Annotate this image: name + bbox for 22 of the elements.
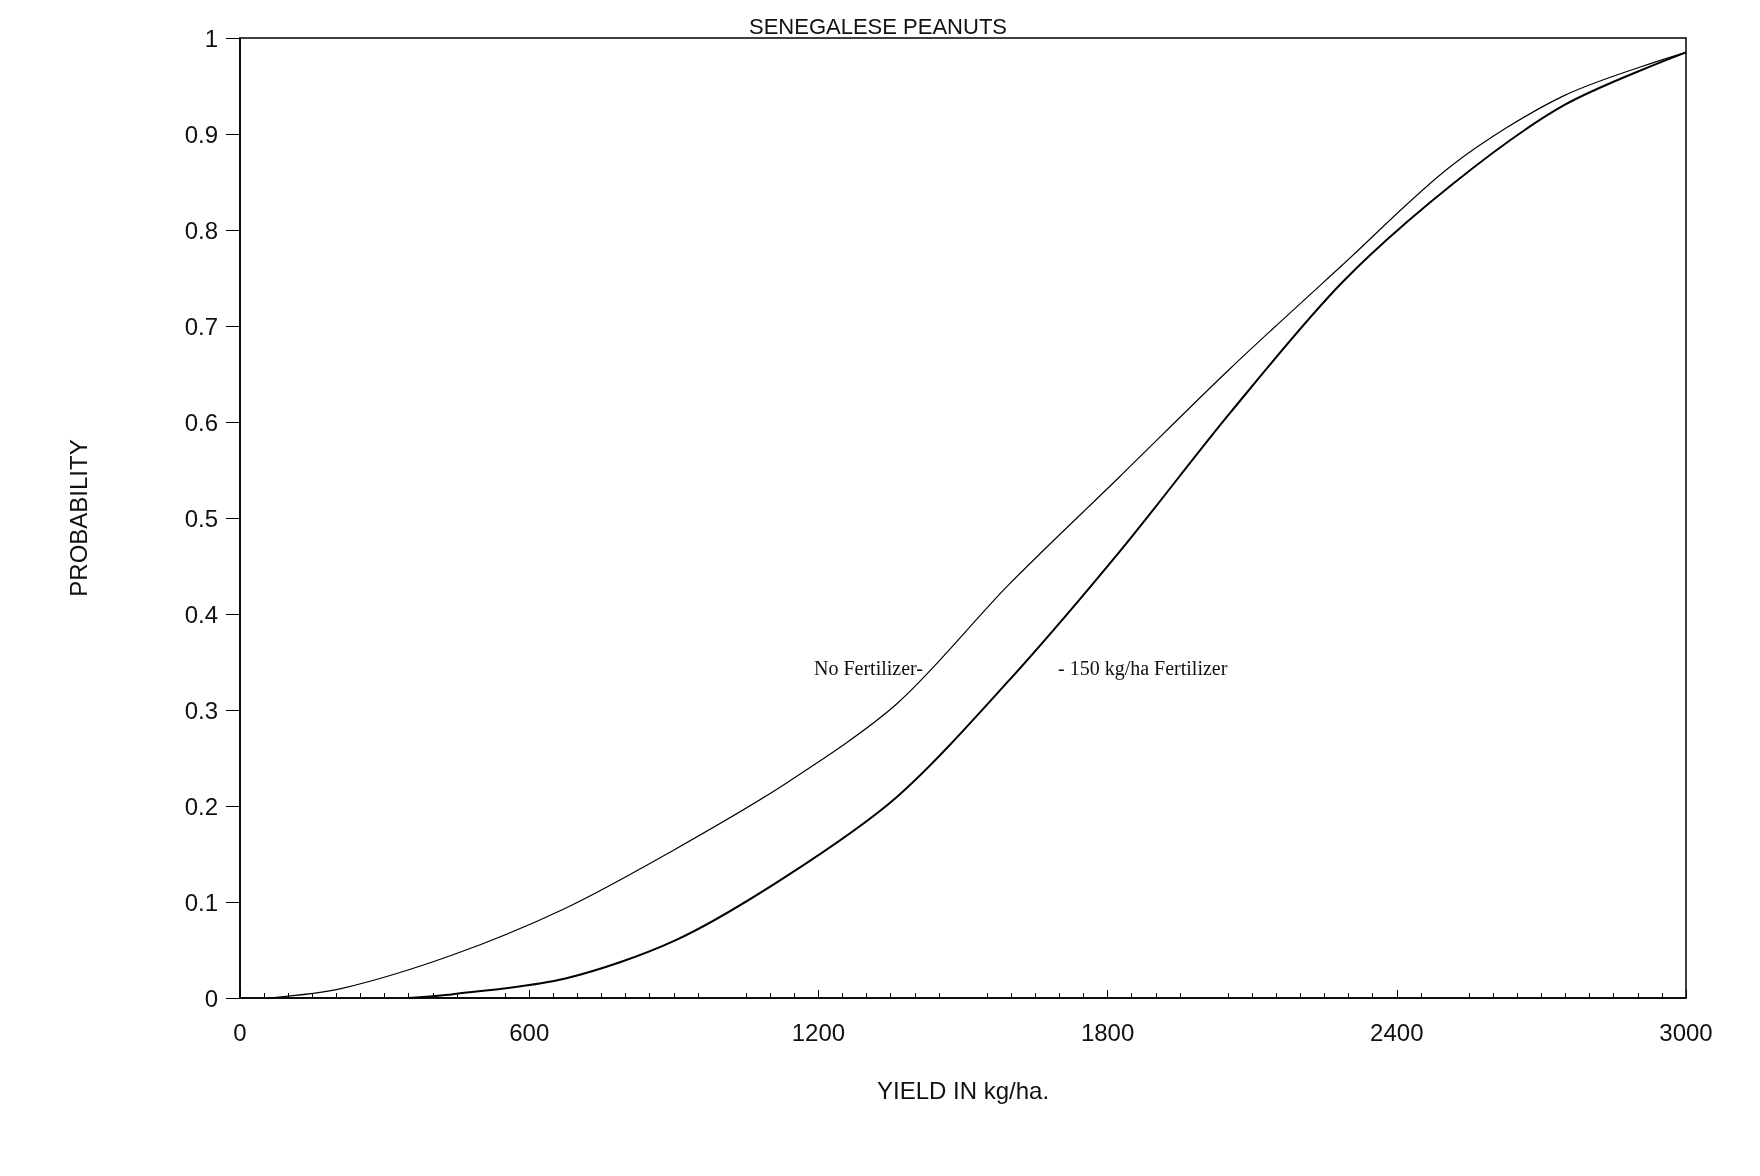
y-tick-label: 0.9 (184, 120, 218, 148)
x-tick-label: 0 (233, 1018, 247, 1046)
y-tick-label: 0.5 (184, 504, 218, 532)
y-tick-label: 0.8 (184, 216, 218, 244)
y-axis-title: PROBABILITY (64, 439, 92, 597)
x-tick-label: 1200 (791, 1018, 846, 1046)
x-tick-label: 1800 (1080, 1018, 1135, 1046)
x-tick-label: 2400 (1370, 1018, 1424, 1046)
y-tick-label: 0.6 (184, 408, 218, 436)
annotation: - 150 kg/ha Fertilizer (1058, 657, 1228, 680)
y-tick-label: 0.2 (184, 792, 218, 820)
y-tick-label: 0.3 (184, 696, 218, 724)
y-tick-label: 0.4 (184, 600, 218, 628)
x-axis-title: YIELD IN kg/ha. (876, 1076, 1050, 1104)
y-tick-label: 1 (204, 24, 218, 52)
y-tick-label: 0 (204, 984, 218, 1012)
y-tick-label: 0.7 (184, 312, 218, 340)
x-tick-label: 600 (509, 1018, 550, 1046)
x-tick-label: 3000 (1659, 1018, 1713, 1046)
chart-title: SENEGALESE PEANUTS (749, 13, 1007, 39)
y-tick-label: 0.1 (184, 888, 218, 916)
annotation: No Fertilizer- (813, 657, 923, 679)
